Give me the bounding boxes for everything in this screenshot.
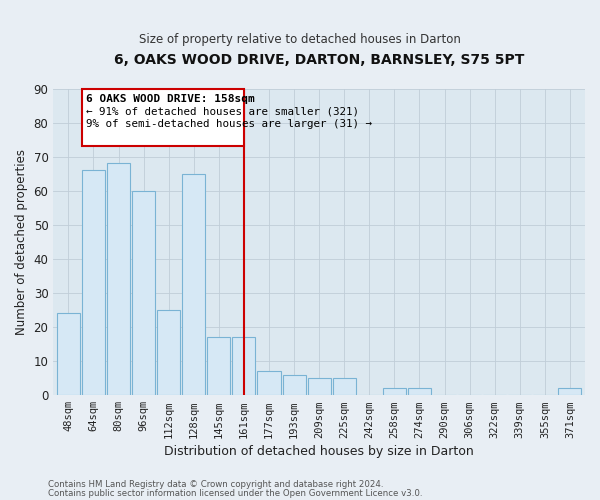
X-axis label: Distribution of detached houses by size in Darton: Distribution of detached houses by size … [164,444,474,458]
Bar [232,338,256,395]
Bar [132,190,155,395]
Bar [283,374,305,395]
Bar [82,170,105,395]
Bar [107,164,130,395]
Text: 9% of semi-detached houses are larger (31) →: 9% of semi-detached houses are larger (3… [86,119,372,129]
FancyBboxPatch shape [82,88,244,146]
Bar [57,314,80,395]
Bar [182,174,205,395]
Title: 6, OAKS WOOD DRIVE, DARTON, BARNSLEY, S75 5PT: 6, OAKS WOOD DRIVE, DARTON, BARNSLEY, S7… [114,52,524,66]
Text: 6 OAKS WOOD DRIVE: 158sqm: 6 OAKS WOOD DRIVE: 158sqm [86,94,254,104]
Bar [408,388,431,395]
Bar [559,388,581,395]
Text: ← 91% of detached houses are smaller (321): ← 91% of detached houses are smaller (32… [86,106,359,116]
Bar [157,310,180,395]
Bar [257,372,281,395]
Bar [308,378,331,395]
Text: Contains HM Land Registry data © Crown copyright and database right 2024.: Contains HM Land Registry data © Crown c… [48,480,383,489]
Bar [383,388,406,395]
Text: Size of property relative to detached houses in Darton: Size of property relative to detached ho… [139,32,461,46]
Bar [207,338,230,395]
Bar [332,378,356,395]
Text: Contains public sector information licensed under the Open Government Licence v3: Contains public sector information licen… [48,488,422,498]
Y-axis label: Number of detached properties: Number of detached properties [15,149,28,335]
